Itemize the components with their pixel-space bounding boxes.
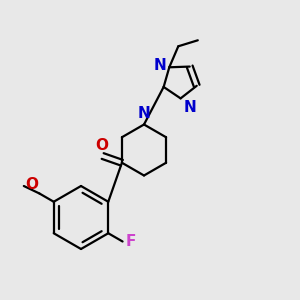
Text: O: O <box>96 138 109 153</box>
Text: N: N <box>138 106 150 121</box>
Text: N: N <box>184 100 196 115</box>
Text: F: F <box>126 234 136 249</box>
Text: O: O <box>25 177 38 192</box>
Text: N: N <box>154 58 166 73</box>
